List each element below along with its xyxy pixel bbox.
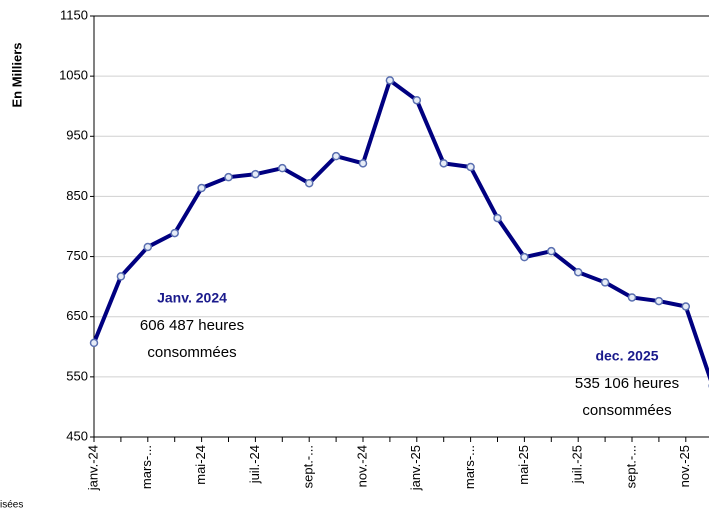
point	[385, 76, 395, 85]
point	[116, 272, 126, 281]
annotation-text: 535 106 heures	[575, 375, 679, 392]
y-tick-label: 750	[66, 248, 88, 263]
x-tick-label: juil.-25	[570, 445, 585, 484]
line	[92, 78, 709, 382]
x-tick-label: mars-...	[462, 445, 477, 489]
y-tick-label: 650	[66, 308, 88, 323]
annotation-text: consommées	[147, 344, 236, 361]
point	[681, 302, 691, 311]
point	[170, 228, 179, 238]
footnote: isées	[0, 500, 23, 510]
annotation-title: dec. 2025	[595, 348, 658, 364]
y-tick-label: 450	[66, 428, 88, 443]
x-tick-label: mars-...	[139, 445, 154, 489]
point	[520, 252, 529, 262]
point	[358, 159, 368, 168]
x-tick-label: mai-24	[193, 445, 208, 485]
y-tick-label: 1150	[60, 7, 88, 22]
x-tick-label: nov.-25	[677, 445, 692, 487]
point	[251, 169, 260, 179]
point	[439, 159, 448, 168]
annotation-text: 606 487 heures	[140, 317, 244, 334]
point	[304, 178, 314, 188]
annotation-text: consommées	[582, 402, 671, 419]
y-axis-title: En Milliers	[9, 42, 24, 107]
y-tick-label: 850	[66, 188, 88, 203]
annotation-title: Janv. 2024	[157, 290, 227, 306]
point	[224, 172, 233, 182]
point	[627, 293, 637, 302]
point	[412, 95, 422, 105]
point	[197, 183, 206, 193]
y-tick-label: 950	[66, 128, 88, 143]
point	[654, 296, 664, 306]
x-tick-label: nov.-24	[354, 445, 369, 487]
point	[493, 213, 502, 223]
x-tick-label: janv.-24	[85, 445, 100, 491]
point	[547, 246, 556, 256]
point	[573, 267, 583, 277]
x-tick-label: juil.-24	[247, 445, 262, 484]
x-tick-label: sept.-...	[301, 445, 316, 488]
y-tick-label: 1050	[59, 68, 88, 83]
point	[89, 338, 99, 348]
x-tick-label: mai-25	[516, 445, 531, 485]
x-tick-label: sept.-...	[623, 445, 638, 488]
point	[331, 151, 341, 161]
point	[278, 163, 287, 173]
point	[143, 242, 153, 252]
x-tick-label: janv.-25	[408, 445, 423, 491]
point	[466, 162, 475, 172]
point	[600, 278, 610, 287]
y-tick-label: 550	[66, 368, 88, 383]
